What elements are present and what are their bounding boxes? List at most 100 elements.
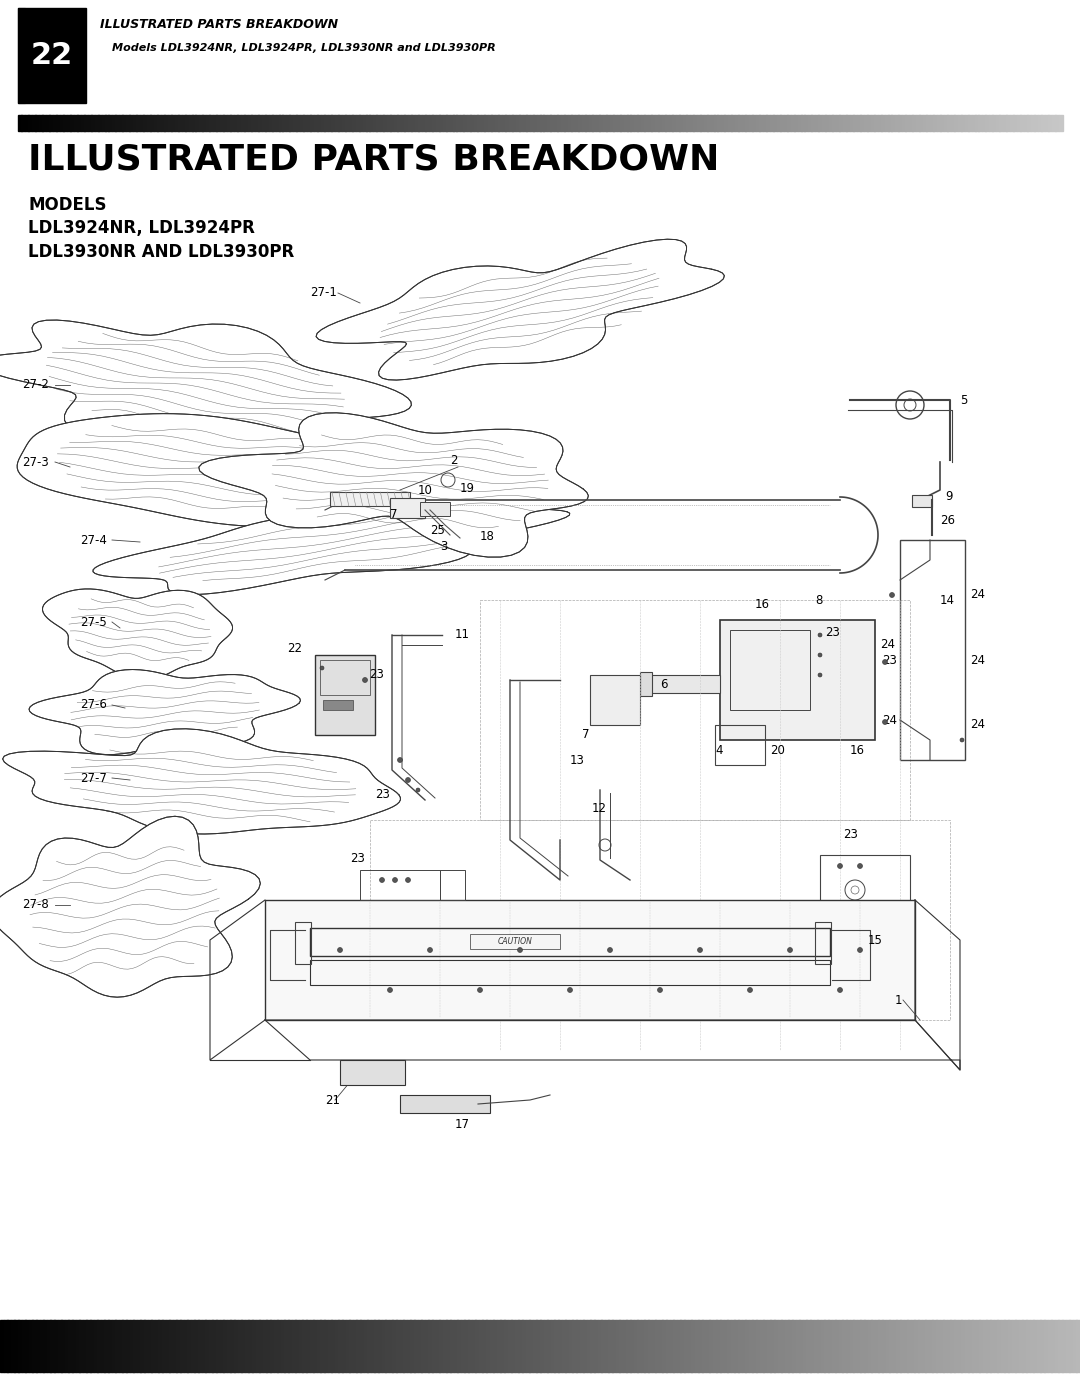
Bar	[856, 115, 861, 131]
Bar	[620, 115, 624, 131]
Bar	[147, 115, 151, 131]
Bar	[846, 1320, 850, 1372]
Bar	[202, 1320, 205, 1372]
Bar	[720, 1320, 724, 1372]
Bar	[463, 115, 468, 131]
Text: 27-6: 27-6	[80, 698, 107, 711]
Bar	[286, 115, 289, 131]
Polygon shape	[2, 729, 401, 834]
Bar	[766, 115, 770, 131]
Bar	[70, 115, 75, 131]
Bar	[64, 115, 67, 131]
Bar	[265, 900, 915, 1020]
Circle shape	[337, 947, 342, 953]
Bar	[144, 115, 147, 131]
Bar	[985, 115, 989, 131]
Bar	[654, 115, 659, 131]
Bar	[565, 1320, 569, 1372]
Bar	[680, 1320, 685, 1372]
Text: Models LDL3924NR, LDL3924PR, LDL3930NR and LDL3930PR: Models LDL3924NR, LDL3924PR, LDL3930NR a…	[112, 43, 496, 53]
Bar	[770, 1320, 774, 1372]
Bar	[896, 1320, 901, 1372]
Bar	[990, 1320, 994, 1372]
Circle shape	[890, 592, 894, 598]
Bar	[787, 115, 791, 131]
Bar	[1058, 1320, 1063, 1372]
Bar	[299, 1320, 302, 1372]
Circle shape	[818, 652, 822, 657]
Polygon shape	[42, 590, 232, 679]
Bar	[612, 1320, 616, 1372]
Bar	[515, 1320, 518, 1372]
Bar	[677, 1320, 680, 1372]
Bar	[1013, 115, 1017, 131]
Bar	[170, 1320, 173, 1372]
Circle shape	[320, 666, 324, 671]
Polygon shape	[199, 412, 589, 557]
Bar	[764, 1320, 767, 1372]
Bar	[77, 115, 81, 131]
Bar	[889, 1320, 893, 1372]
Bar	[100, 1320, 105, 1372]
Bar	[165, 1320, 170, 1372]
Text: 111515-01A: 111515-01A	[999, 1380, 1058, 1390]
Bar	[811, 115, 815, 131]
Bar	[714, 115, 718, 131]
Bar	[702, 1320, 706, 1372]
Bar	[518, 1320, 523, 1372]
Bar	[802, 1320, 807, 1372]
Bar	[481, 115, 485, 131]
Bar	[241, 1320, 245, 1372]
Text: 22: 22	[31, 41, 73, 70]
Bar	[670, 1320, 674, 1372]
Bar	[310, 115, 314, 131]
Bar	[363, 115, 366, 131]
Bar	[828, 1320, 832, 1372]
Bar	[864, 1320, 868, 1372]
Bar	[491, 115, 496, 131]
Bar	[850, 115, 853, 131]
Bar	[275, 115, 280, 131]
Text: 27-5: 27-5	[80, 616, 107, 629]
Text: 27-8: 27-8	[22, 898, 49, 911]
Bar	[700, 115, 704, 131]
Bar	[410, 1320, 415, 1372]
Text: 27-3: 27-3	[22, 455, 49, 468]
Circle shape	[858, 947, 863, 953]
Bar	[867, 115, 872, 131]
Bar	[244, 115, 248, 131]
Bar	[320, 659, 370, 694]
Bar	[662, 1320, 666, 1372]
Bar	[964, 1320, 969, 1372]
Bar	[335, 1320, 339, 1372]
Circle shape	[858, 863, 863, 869]
Bar	[189, 115, 192, 131]
Bar	[982, 115, 986, 131]
Bar	[1041, 115, 1045, 131]
Text: 2: 2	[450, 454, 458, 467]
Bar	[875, 1320, 879, 1372]
Bar	[460, 115, 464, 131]
Bar	[512, 115, 516, 131]
Bar	[300, 115, 303, 131]
Bar	[22, 1320, 26, 1372]
Bar	[739, 115, 742, 131]
Bar	[467, 115, 471, 131]
Bar	[457, 115, 460, 131]
Bar	[759, 1320, 764, 1372]
Circle shape	[882, 659, 888, 665]
Bar	[888, 115, 892, 131]
Bar	[375, 1320, 378, 1372]
Bar	[557, 115, 562, 131]
Bar	[853, 1320, 858, 1372]
Bar	[181, 115, 186, 131]
Bar	[940, 1320, 944, 1372]
Text: 17: 17	[455, 1119, 470, 1132]
Bar	[65, 1320, 69, 1372]
Bar	[139, 115, 144, 131]
Bar	[770, 115, 773, 131]
Bar	[824, 1320, 828, 1372]
Bar	[187, 1320, 191, 1372]
Bar	[213, 1320, 216, 1372]
Bar	[171, 115, 175, 131]
